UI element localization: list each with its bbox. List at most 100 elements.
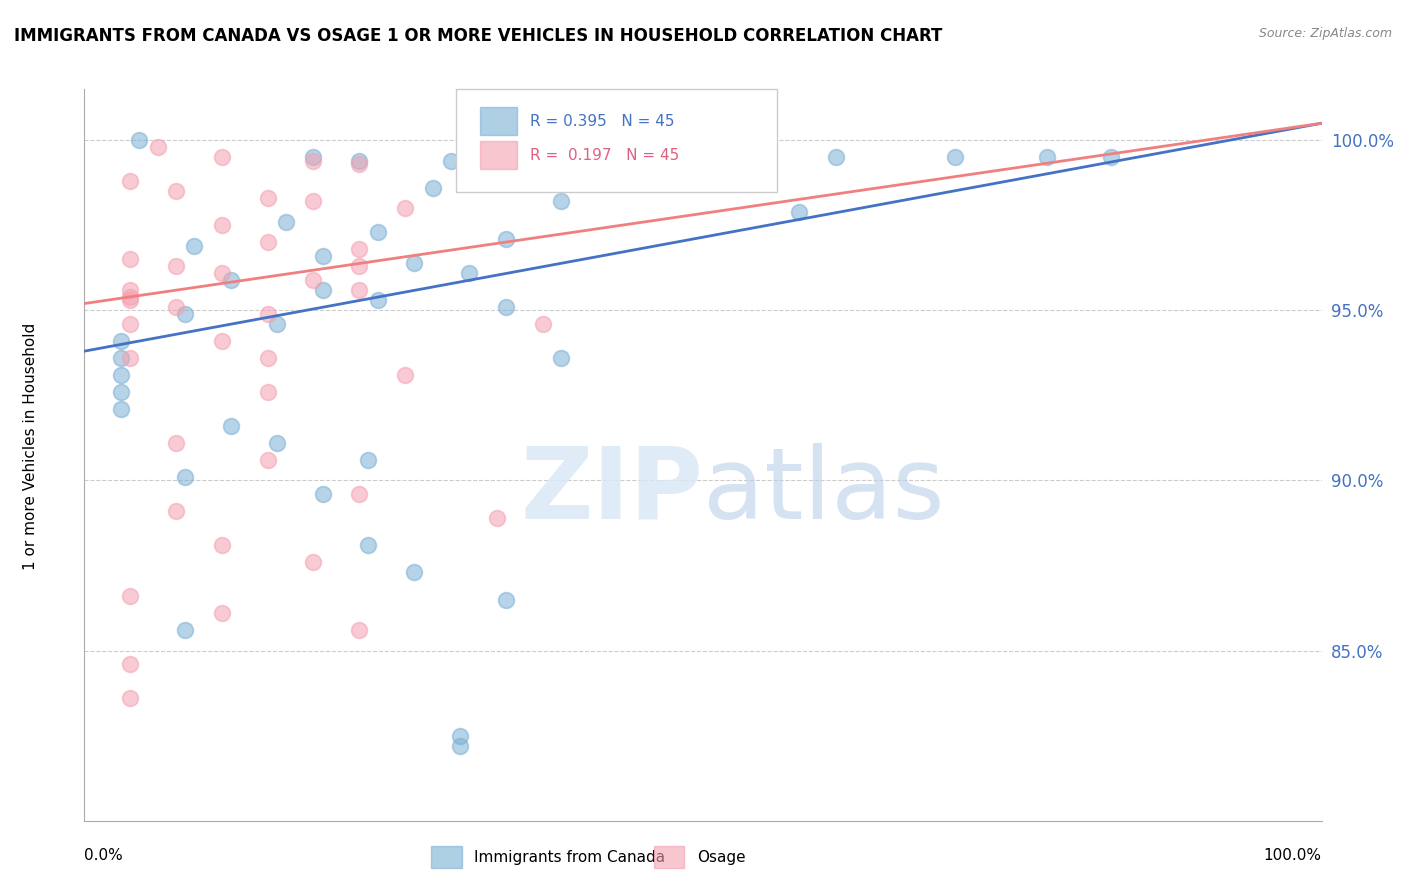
Point [311, 249, 333, 263]
Point [302, 555, 325, 569]
Bar [481, 108, 517, 136]
Text: 1 or more Vehicles in Household: 1 or more Vehicles in Household [24, 322, 38, 570]
Point [357, 538, 380, 552]
Point [120, 317, 142, 331]
Point [357, 453, 380, 467]
Point [110, 402, 132, 417]
Point [787, 204, 810, 219]
Text: Osage: Osage [697, 850, 745, 864]
Point [266, 436, 288, 450]
Text: Immigrants from Canada: Immigrants from Canada [474, 850, 665, 864]
Point [256, 235, 278, 250]
Point [394, 368, 416, 382]
Point [458, 266, 481, 280]
Text: 0.0%: 0.0% [84, 848, 124, 863]
Point [302, 194, 325, 209]
Point [110, 368, 132, 382]
FancyBboxPatch shape [456, 89, 778, 192]
Point [256, 191, 278, 205]
Bar [430, 847, 461, 868]
Point [578, 150, 600, 164]
Point [349, 283, 371, 297]
Point [211, 538, 233, 552]
Bar [654, 847, 685, 868]
Point [211, 150, 233, 164]
Point [110, 351, 132, 365]
Point [165, 504, 187, 518]
Point [311, 487, 333, 501]
Point [404, 256, 426, 270]
Point [274, 215, 297, 229]
Text: ZIP: ZIP [520, 443, 703, 540]
Point [120, 293, 142, 307]
Point [349, 157, 371, 171]
Point [211, 219, 233, 233]
Point [120, 351, 142, 365]
Point [550, 351, 572, 365]
Point [394, 201, 416, 215]
Point [120, 657, 142, 672]
Point [1099, 150, 1122, 164]
Point [495, 300, 517, 314]
Point [495, 592, 517, 607]
Text: 100.0%: 100.0% [1264, 848, 1322, 863]
Point [165, 184, 187, 198]
Point [422, 181, 444, 195]
Point [174, 623, 197, 637]
Point [485, 157, 508, 171]
Text: IMMIGRANTS FROM CANADA VS OSAGE 1 OR MORE VEHICLES IN HOUSEHOLD CORRELATION CHAR: IMMIGRANTS FROM CANADA VS OSAGE 1 OR MOR… [14, 27, 942, 45]
Point [367, 293, 389, 307]
Point [183, 238, 205, 252]
Point [120, 252, 142, 267]
Point [485, 511, 508, 525]
Point [825, 150, 848, 164]
Point [211, 334, 233, 348]
Text: atlas: atlas [703, 443, 945, 540]
Point [669, 150, 692, 164]
Point [211, 606, 233, 620]
Point [349, 623, 371, 637]
Point [404, 566, 426, 580]
Point [550, 194, 572, 209]
Point [302, 150, 325, 164]
Point [943, 150, 966, 164]
Point [367, 225, 389, 239]
Point [174, 307, 197, 321]
Point [311, 283, 333, 297]
Point [219, 273, 242, 287]
Point [120, 589, 142, 603]
Bar [481, 141, 517, 169]
Point [623, 150, 645, 164]
Point [302, 153, 325, 168]
Point [733, 150, 755, 164]
Text: Source: ZipAtlas.com: Source: ZipAtlas.com [1258, 27, 1392, 40]
Point [578, 153, 600, 168]
Point [495, 232, 517, 246]
Point [302, 273, 325, 287]
Point [211, 266, 233, 280]
Point [349, 153, 371, 168]
Point [256, 453, 278, 467]
Point [165, 259, 187, 273]
Point [165, 436, 187, 450]
Point [531, 317, 554, 331]
Point [449, 739, 471, 753]
Point [128, 133, 150, 147]
Point [531, 150, 554, 164]
Text: R =  0.197   N = 45: R = 0.197 N = 45 [530, 147, 679, 162]
Point [120, 290, 142, 304]
Point [120, 691, 142, 706]
Point [449, 729, 471, 743]
Point [219, 419, 242, 434]
Point [146, 140, 169, 154]
Point [256, 351, 278, 365]
Point [256, 384, 278, 399]
Point [165, 300, 187, 314]
Point [174, 470, 197, 484]
Point [1035, 150, 1057, 164]
Point [110, 384, 132, 399]
Point [349, 487, 371, 501]
Text: R = 0.395   N = 45: R = 0.395 N = 45 [530, 114, 675, 128]
Point [120, 174, 142, 188]
Point [349, 259, 371, 273]
